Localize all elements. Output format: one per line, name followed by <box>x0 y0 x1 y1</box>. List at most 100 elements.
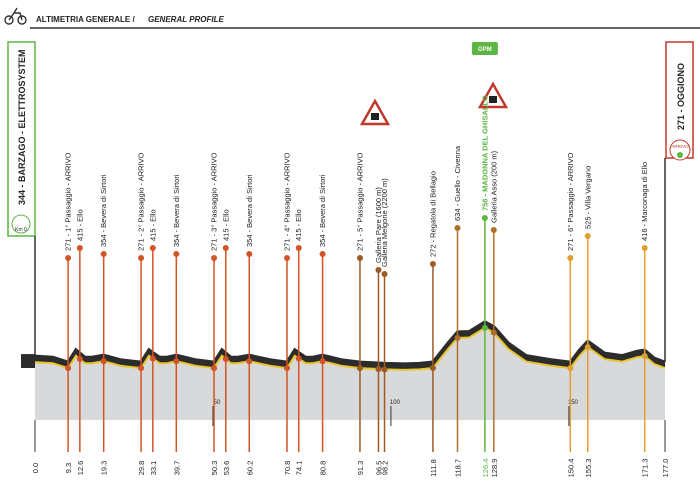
waypoint-point <box>149 355 156 362</box>
waypoint-point <box>138 365 145 372</box>
bike-icon <box>4 7 27 25</box>
waypoint-label: 271 - 5° Passaggio - ARRIVO <box>355 152 364 251</box>
x-tick-label: 50 <box>214 400 221 406</box>
waypoint-km: 29.8 <box>137 461 146 476</box>
finish-badge <box>669 139 691 161</box>
waypoint-label: 415 - Ello <box>148 209 157 241</box>
waypoint-km: 19.3 <box>100 461 109 476</box>
waypoint-dot <box>584 233 591 239</box>
waypoint-dot <box>567 255 574 261</box>
waypoint-km: 126.4 <box>481 459 490 478</box>
waypoint-km: 9.3 <box>64 463 73 473</box>
waypoint-point <box>173 358 180 365</box>
waypoint-point <box>490 329 497 336</box>
waypoint-dot <box>375 267 382 273</box>
waypoint-dot <box>454 225 461 231</box>
x-tick-label: 177.0 <box>661 459 670 478</box>
waypoint-label: 354 - Bevera di Sirtori <box>245 174 254 247</box>
x-tick-label: 0.0 <box>31 463 40 473</box>
waypoint-km: 91.3 <box>356 461 365 476</box>
waypoint-km: 53.6 <box>222 461 231 476</box>
waypoint-km: 118.7 <box>453 459 462 477</box>
waypoint-km: 12.6 <box>76 461 85 476</box>
start-note: Km 0 <box>15 227 27 233</box>
waypoint-label: 416 - Marconaga di Ello <box>640 162 649 241</box>
finish-note: ARRIVO <box>671 144 689 149</box>
waypoint-point <box>641 353 648 360</box>
waypoint-label: Galleria Asso (200 m) <box>489 150 498 223</box>
waypoint-label: Galleria Pare (1600 m) <box>374 187 383 263</box>
finish-box <box>665 41 694 159</box>
waypoint-point <box>211 365 218 372</box>
waypoint-dot <box>490 227 497 233</box>
waypoint-km: 74.1 <box>295 461 304 476</box>
waypoint-dot <box>295 245 302 251</box>
waypoint-km: 50.3 <box>210 461 219 476</box>
waypoint-point <box>76 356 83 363</box>
waypoint-label: 354 - Bevera di Sirtori <box>99 174 108 247</box>
waypoint-dot <box>641 245 648 251</box>
waypoint-dot <box>149 245 156 251</box>
waypoint-point <box>381 366 388 373</box>
waypoint-dot <box>138 255 145 261</box>
waypoint-label: 525 - Villa Vergano <box>583 166 592 229</box>
waypoint-dot <box>65 255 72 261</box>
waypoint-dot <box>211 255 218 261</box>
waypoint-label: 271 - 2° Passaggio - ARRIVO <box>137 152 146 251</box>
waypoint-point <box>356 365 363 372</box>
start-label: 344 - BARZAGO - ELETTROSYSTEM <box>17 49 27 205</box>
finish-label: 271 - OGGIONO <box>676 63 686 130</box>
waypoint-km: 39.7 <box>172 461 181 476</box>
waypoint-km: 60.2 <box>245 461 254 476</box>
waypoint-dot <box>319 251 326 257</box>
waypoint-point <box>429 365 436 372</box>
waypoint-label: 415 - Ello <box>75 209 84 241</box>
waypoint-km: 155.3 <box>584 459 593 478</box>
start-badge <box>11 214 31 234</box>
waypoint-km: 111.8 <box>429 459 438 477</box>
waypoint-km: 150.4 <box>566 459 575 478</box>
waypoint-km: 98.2 <box>381 461 390 476</box>
x-tick-label: 100 <box>390 400 401 406</box>
waypoint-dot <box>429 261 436 267</box>
start-wall <box>21 354 35 368</box>
waypoint-point <box>567 365 574 372</box>
waypoint-label: 634 - Guello - Civenna <box>453 145 462 221</box>
waypoint-km: 80.8 <box>319 461 328 476</box>
waypoint-dot <box>481 215 488 221</box>
waypoint-point <box>65 365 72 372</box>
waypoint-label: 354 - Bevera di Sirtori <box>172 174 181 247</box>
waypoint-dot <box>246 251 253 257</box>
waypoint-point <box>584 344 591 351</box>
waypoint-label: 354 - Bevera di Sirtori <box>318 174 327 247</box>
waypoint-point <box>246 358 253 365</box>
waypoint-point <box>319 358 326 365</box>
gpm-tag <box>471 42 498 55</box>
waypoint-dot <box>284 255 290 261</box>
waypoint-point <box>100 358 107 365</box>
waypoint-label: Galleria Melgone (2200 m) <box>380 178 389 267</box>
waypoint-dot <box>356 255 363 261</box>
waypoint-label: 415 - Ello <box>294 209 303 241</box>
waypoint-km: 33.1 <box>149 461 158 476</box>
waypoint-point <box>284 365 290 372</box>
chart-subtitle: GENERAL PROFILE <box>148 15 225 24</box>
start-box <box>7 41 36 237</box>
waypoint-label: 756 - MADONNA DEL GHISALLO <box>480 95 489 211</box>
gpm-label: GPM <box>478 47 492 53</box>
waypoint-label: 272 - Regatola di Bellagio <box>428 171 437 257</box>
waypoint-point <box>454 335 461 342</box>
waypoint-label: 415 - Ello <box>221 209 230 241</box>
waypoint-point <box>375 366 382 373</box>
tunnel-icon <box>477 81 509 109</box>
waypoint-km: 128.9 <box>490 459 499 478</box>
waypoint-label: 271 - 1° Passaggio - ARRIVO <box>64 152 73 251</box>
ground <box>35 326 665 420</box>
x-tick-label: 150 <box>568 400 579 406</box>
waypoint-km: 96.5 <box>374 461 383 476</box>
waypoint-point <box>481 324 488 331</box>
waypoint-label: 271 - 3° Passaggio - ARRIVO <box>210 152 219 251</box>
waypoint-dot <box>222 245 229 251</box>
waypoint-point <box>222 356 229 363</box>
